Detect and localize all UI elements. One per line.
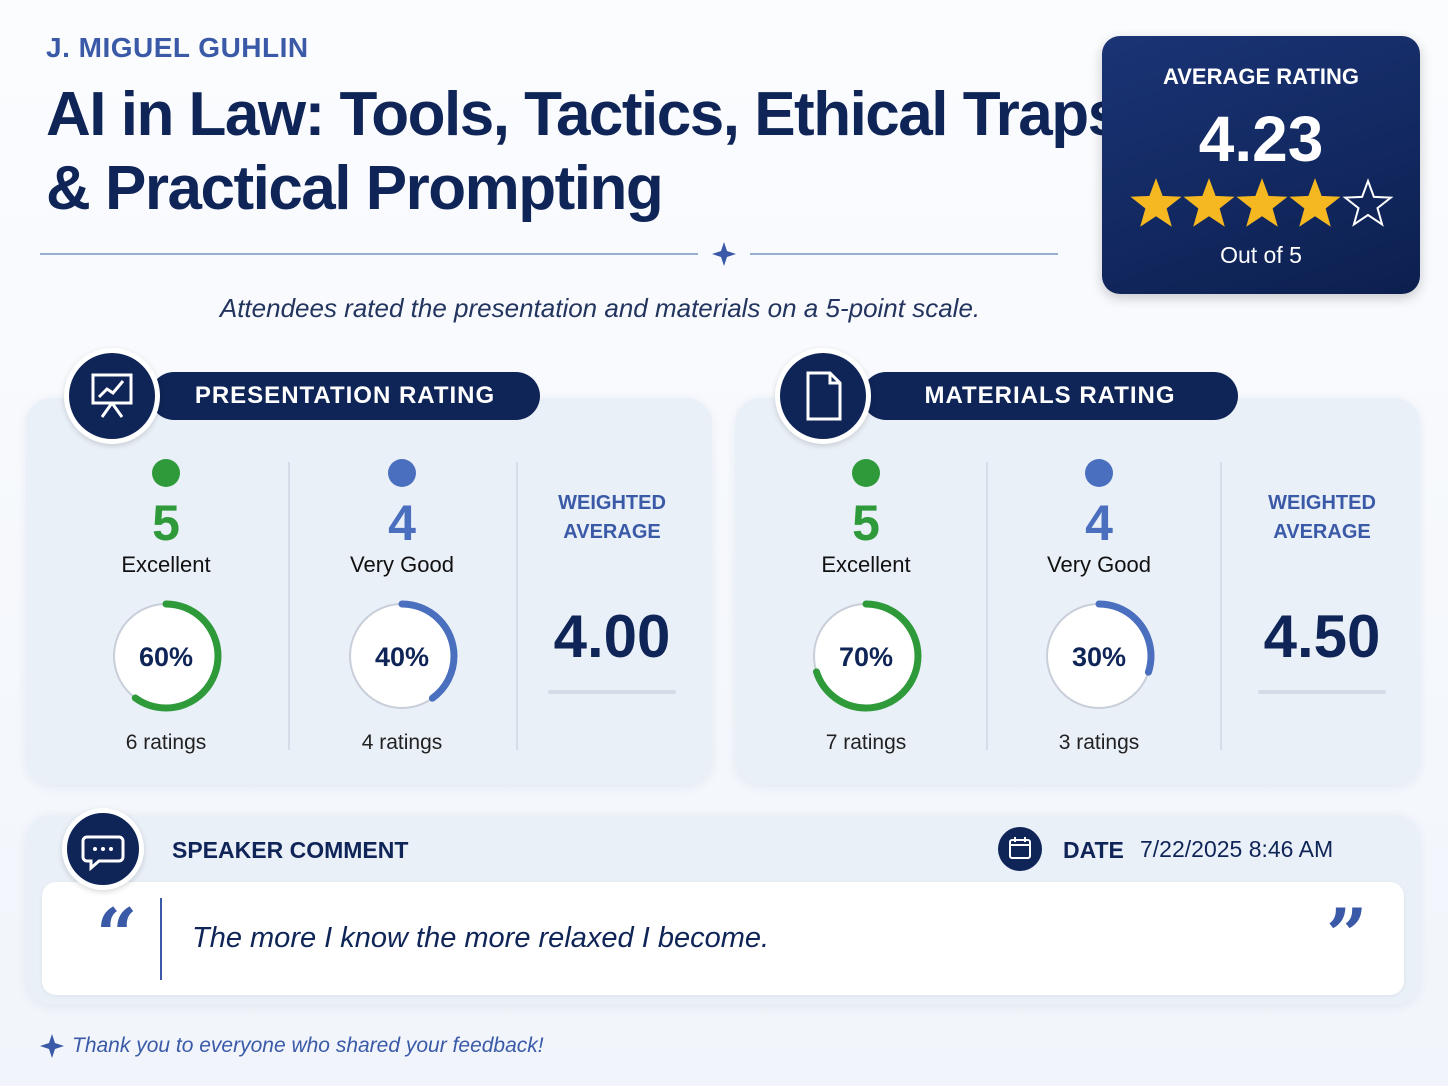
weighted-underline: [548, 690, 676, 694]
ring: [110, 600, 222, 712]
section-icon: [775, 348, 871, 444]
ring-arc: [1043, 600, 1155, 712]
star: [1236, 178, 1288, 227]
section-title: PRESENTATION RATING: [150, 372, 540, 420]
level-dot: [852, 459, 880, 487]
level-dot: [1085, 459, 1113, 487]
weighted-label: WEIGHTED: [558, 492, 666, 514]
level-name: Very Good: [1047, 552, 1151, 577]
level-count: 6 ratings: [125, 731, 207, 754]
level-dot: [388, 459, 416, 487]
level-score: 5: [852, 495, 880, 551]
title-line: & Practical Prompting: [46, 154, 664, 223]
average-scale: Out of 5: [1220, 242, 1302, 268]
icon: [806, 371, 842, 421]
ring: [346, 600, 458, 712]
comment-label: SPEAKER COMMENT: [172, 837, 409, 863]
icon: [91, 373, 133, 418]
level-dot: [152, 459, 180, 487]
ring-arc: [110, 600, 222, 712]
ring-arc: [346, 600, 458, 712]
footer: Thank you to everyone who shared your fe…: [72, 1034, 544, 1057]
weighted-value: 4.50: [1263, 603, 1381, 670]
comment-icon: [62, 808, 144, 890]
level-score: 5: [152, 495, 180, 551]
star: [1183, 178, 1235, 227]
star: [1342, 178, 1394, 227]
ring-label: 60%: [138, 642, 194, 672]
section-icon: [64, 348, 160, 444]
stars: [1130, 178, 1394, 227]
author: J. MIGUEL GUHLIN: [46, 32, 309, 63]
average-card: AVERAGE RATING 4.23 Out of 5: [1102, 36, 1420, 294]
separator: [986, 462, 988, 750]
level-name: Very Good: [350, 552, 454, 577]
section-title: MATERIALS RATING: [862, 372, 1238, 420]
title-line: AI in Law: Tools, Tactics, Ethical Traps: [46, 80, 1122, 149]
star: [1130, 178, 1182, 227]
separator: [1220, 462, 1222, 750]
star: [1289, 178, 1341, 227]
level-score: 4: [1085, 495, 1113, 551]
date: 7/22/2025 8:46 AM: [1140, 836, 1334, 862]
average-label: AVERAGE RATING: [1163, 64, 1359, 89]
icon-part: [97, 380, 125, 418]
ring: [1043, 600, 1155, 712]
ring-label: 30%: [1071, 642, 1127, 672]
level-count: 3 ratings: [1058, 731, 1140, 754]
weighted-underline: [1258, 690, 1386, 694]
ring-arc: [810, 600, 922, 712]
ring-label: 70%: [838, 642, 894, 672]
quote-bar: [160, 898, 162, 980]
section-card: [26, 398, 712, 785]
divider: [40, 242, 1058, 266]
date-label: DATE: [1063, 837, 1124, 863]
level-name: Excellent: [821, 552, 911, 577]
sparkle: [40, 1034, 64, 1058]
weighted-value: 4.00: [553, 603, 671, 670]
weighted-label: AVERAGE: [563, 521, 661, 543]
level-name: Excellent: [121, 552, 211, 577]
weighted-label: AVERAGE: [1273, 521, 1371, 543]
open-quote: “: [96, 892, 138, 977]
close-quote: ”: [1326, 892, 1368, 977]
comment-box: “ The more I know the more relaxed I bec…: [42, 882, 1404, 995]
title: AI in Law: Tools, Tactics, Ethical Traps…: [46, 78, 1122, 226]
comment-text: The more I know the more relaxed I becom…: [192, 922, 770, 954]
ring: [810, 600, 922, 712]
weighted-label: WEIGHTED: [1268, 492, 1376, 514]
icon-part: [806, 371, 842, 421]
ring-label: 40%: [374, 642, 430, 672]
separator: [288, 462, 290, 750]
section-card: [735, 398, 1420, 785]
average-value: 4.23: [1198, 103, 1324, 175]
separator: [516, 462, 518, 750]
level-score: 4: [388, 495, 416, 551]
level-count: 7 ratings: [825, 731, 907, 754]
level-count: 4 ratings: [361, 731, 443, 754]
icon-part: [91, 373, 133, 405]
calendar-icon: [998, 827, 1042, 871]
subtitle: Attendees rated the presentation and mat…: [219, 293, 981, 323]
